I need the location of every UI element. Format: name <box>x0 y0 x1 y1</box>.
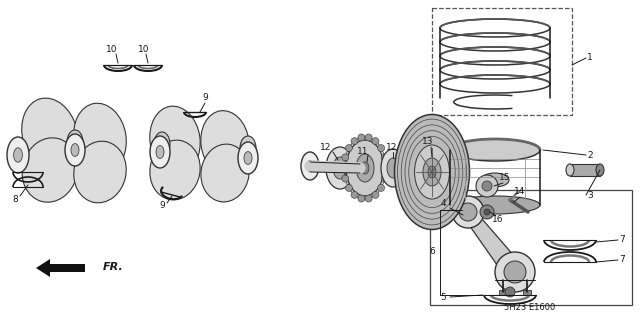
Ellipse shape <box>74 141 126 203</box>
Bar <box>523 290 531 295</box>
Polygon shape <box>460 212 528 272</box>
Bar <box>499 290 507 295</box>
Circle shape <box>480 205 494 219</box>
Ellipse shape <box>240 136 256 160</box>
Text: 7: 7 <box>619 235 625 244</box>
Ellipse shape <box>150 140 200 200</box>
Ellipse shape <box>423 158 441 186</box>
Ellipse shape <box>150 106 200 174</box>
Ellipse shape <box>13 148 22 162</box>
Text: 8: 8 <box>12 196 18 204</box>
Ellipse shape <box>361 162 369 174</box>
Ellipse shape <box>415 145 449 199</box>
Ellipse shape <box>244 152 252 164</box>
Ellipse shape <box>201 111 249 175</box>
Ellipse shape <box>22 98 78 172</box>
Circle shape <box>459 203 477 221</box>
Ellipse shape <box>71 144 79 156</box>
Ellipse shape <box>67 130 83 154</box>
Circle shape <box>358 195 365 202</box>
Text: 10: 10 <box>138 46 150 55</box>
Text: 9: 9 <box>202 93 208 102</box>
Ellipse shape <box>238 142 258 174</box>
Ellipse shape <box>7 137 29 173</box>
Circle shape <box>381 175 388 182</box>
Text: 3: 3 <box>587 190 593 199</box>
Text: 6: 6 <box>429 248 435 256</box>
Circle shape <box>378 145 385 152</box>
Ellipse shape <box>381 149 405 187</box>
Ellipse shape <box>346 140 384 196</box>
Circle shape <box>372 138 379 145</box>
Ellipse shape <box>154 132 170 156</box>
Text: 11: 11 <box>357 147 369 157</box>
Text: 13: 13 <box>422 137 434 146</box>
Ellipse shape <box>333 157 347 179</box>
Ellipse shape <box>65 134 85 166</box>
Text: 7: 7 <box>619 256 625 264</box>
Ellipse shape <box>301 152 319 180</box>
Ellipse shape <box>326 147 354 189</box>
Text: 12: 12 <box>320 144 332 152</box>
Circle shape <box>495 252 535 292</box>
Circle shape <box>381 154 388 161</box>
Ellipse shape <box>481 173 509 187</box>
Text: 5H23 E1600: 5H23 E1600 <box>504 303 556 313</box>
Circle shape <box>340 165 348 172</box>
Circle shape <box>346 184 353 191</box>
Ellipse shape <box>74 103 126 173</box>
Circle shape <box>383 165 390 172</box>
Ellipse shape <box>150 136 170 168</box>
FancyArrow shape <box>36 259 85 277</box>
Circle shape <box>342 154 349 161</box>
Circle shape <box>346 145 353 152</box>
Text: 10: 10 <box>106 46 118 55</box>
Circle shape <box>504 261 526 283</box>
Ellipse shape <box>356 154 374 182</box>
Circle shape <box>351 191 358 198</box>
Circle shape <box>365 134 372 141</box>
Bar <box>432 8 572 115</box>
Text: 12: 12 <box>387 144 397 152</box>
Ellipse shape <box>201 144 249 202</box>
Circle shape <box>372 191 379 198</box>
Circle shape <box>342 175 349 182</box>
Text: 14: 14 <box>515 188 525 197</box>
Text: 9: 9 <box>159 201 165 210</box>
Circle shape <box>505 287 515 297</box>
Text: 15: 15 <box>499 174 511 182</box>
Text: 1: 1 <box>587 54 593 63</box>
Ellipse shape <box>156 145 164 159</box>
Ellipse shape <box>450 196 540 214</box>
Circle shape <box>452 196 484 228</box>
Circle shape <box>484 209 490 215</box>
Text: FR.: FR. <box>103 262 124 272</box>
Ellipse shape <box>596 164 604 176</box>
Circle shape <box>482 181 492 191</box>
Ellipse shape <box>566 164 574 176</box>
Ellipse shape <box>394 115 470 229</box>
Circle shape <box>378 184 385 191</box>
Circle shape <box>476 175 498 197</box>
Text: 4: 4 <box>440 199 446 209</box>
Circle shape <box>365 195 372 202</box>
Text: 5: 5 <box>440 293 446 302</box>
Text: 16: 16 <box>492 216 504 225</box>
Bar <box>570 164 600 176</box>
Ellipse shape <box>307 160 314 172</box>
Ellipse shape <box>428 166 436 178</box>
Ellipse shape <box>450 139 540 161</box>
Circle shape <box>351 138 358 145</box>
Ellipse shape <box>387 158 399 178</box>
Circle shape <box>358 134 365 141</box>
Bar <box>430 190 632 305</box>
Ellipse shape <box>22 138 78 202</box>
Text: 2: 2 <box>587 151 593 160</box>
